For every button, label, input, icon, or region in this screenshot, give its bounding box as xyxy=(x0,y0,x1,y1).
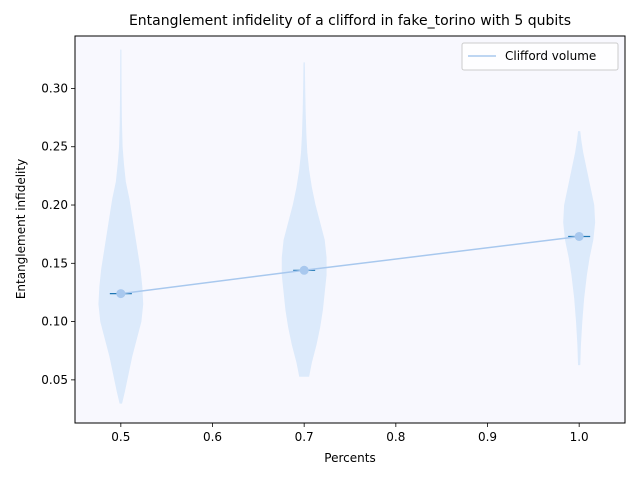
y-tick-label-1: 0.10 xyxy=(41,315,68,329)
data-point-0 xyxy=(116,289,126,299)
violins xyxy=(98,49,596,404)
x-tick-label-1: 0.6 xyxy=(203,430,222,444)
violin-2 xyxy=(563,131,596,366)
y-axis-ticks: 0.05 0.10 0.15 0.20 0.25 0.30 xyxy=(41,81,75,387)
x-tick-label-3: 0.8 xyxy=(386,430,405,444)
x-axis-ticks: 0.5 0.6 0.7 0.8 0.9 1.0 xyxy=(111,423,589,444)
legend: Clifford volume xyxy=(461,42,619,71)
x-tick-label-0: 0.5 xyxy=(111,430,130,444)
y-axis-label: Entanglement infidelity xyxy=(14,159,28,299)
violin-1 xyxy=(281,62,327,377)
x-tick-label-2: 0.7 xyxy=(295,430,314,444)
legend-entry-label: Clifford volume xyxy=(505,49,596,63)
data-point-1 xyxy=(299,265,309,275)
violin-0 xyxy=(98,49,144,404)
x-tick-label-4: 0.9 xyxy=(478,430,497,444)
legend-box xyxy=(461,42,619,71)
y-tick-label-2: 0.15 xyxy=(41,256,68,270)
plot-frame xyxy=(74,35,626,424)
y-tick-label-3: 0.20 xyxy=(41,198,68,212)
y-tick-label-5: 0.30 xyxy=(41,81,68,95)
y-tick-label-0: 0.05 xyxy=(41,373,68,387)
series-markers xyxy=(116,231,584,299)
x-axis-label: Percents xyxy=(324,451,375,465)
y-tick-label-4: 0.25 xyxy=(41,140,68,154)
chart-title: Entanglement infidelity of a clifford in… xyxy=(129,13,571,29)
plot-area xyxy=(75,36,625,423)
data-point-2 xyxy=(574,231,584,241)
x-tick-label-5: 1.0 xyxy=(570,430,589,444)
